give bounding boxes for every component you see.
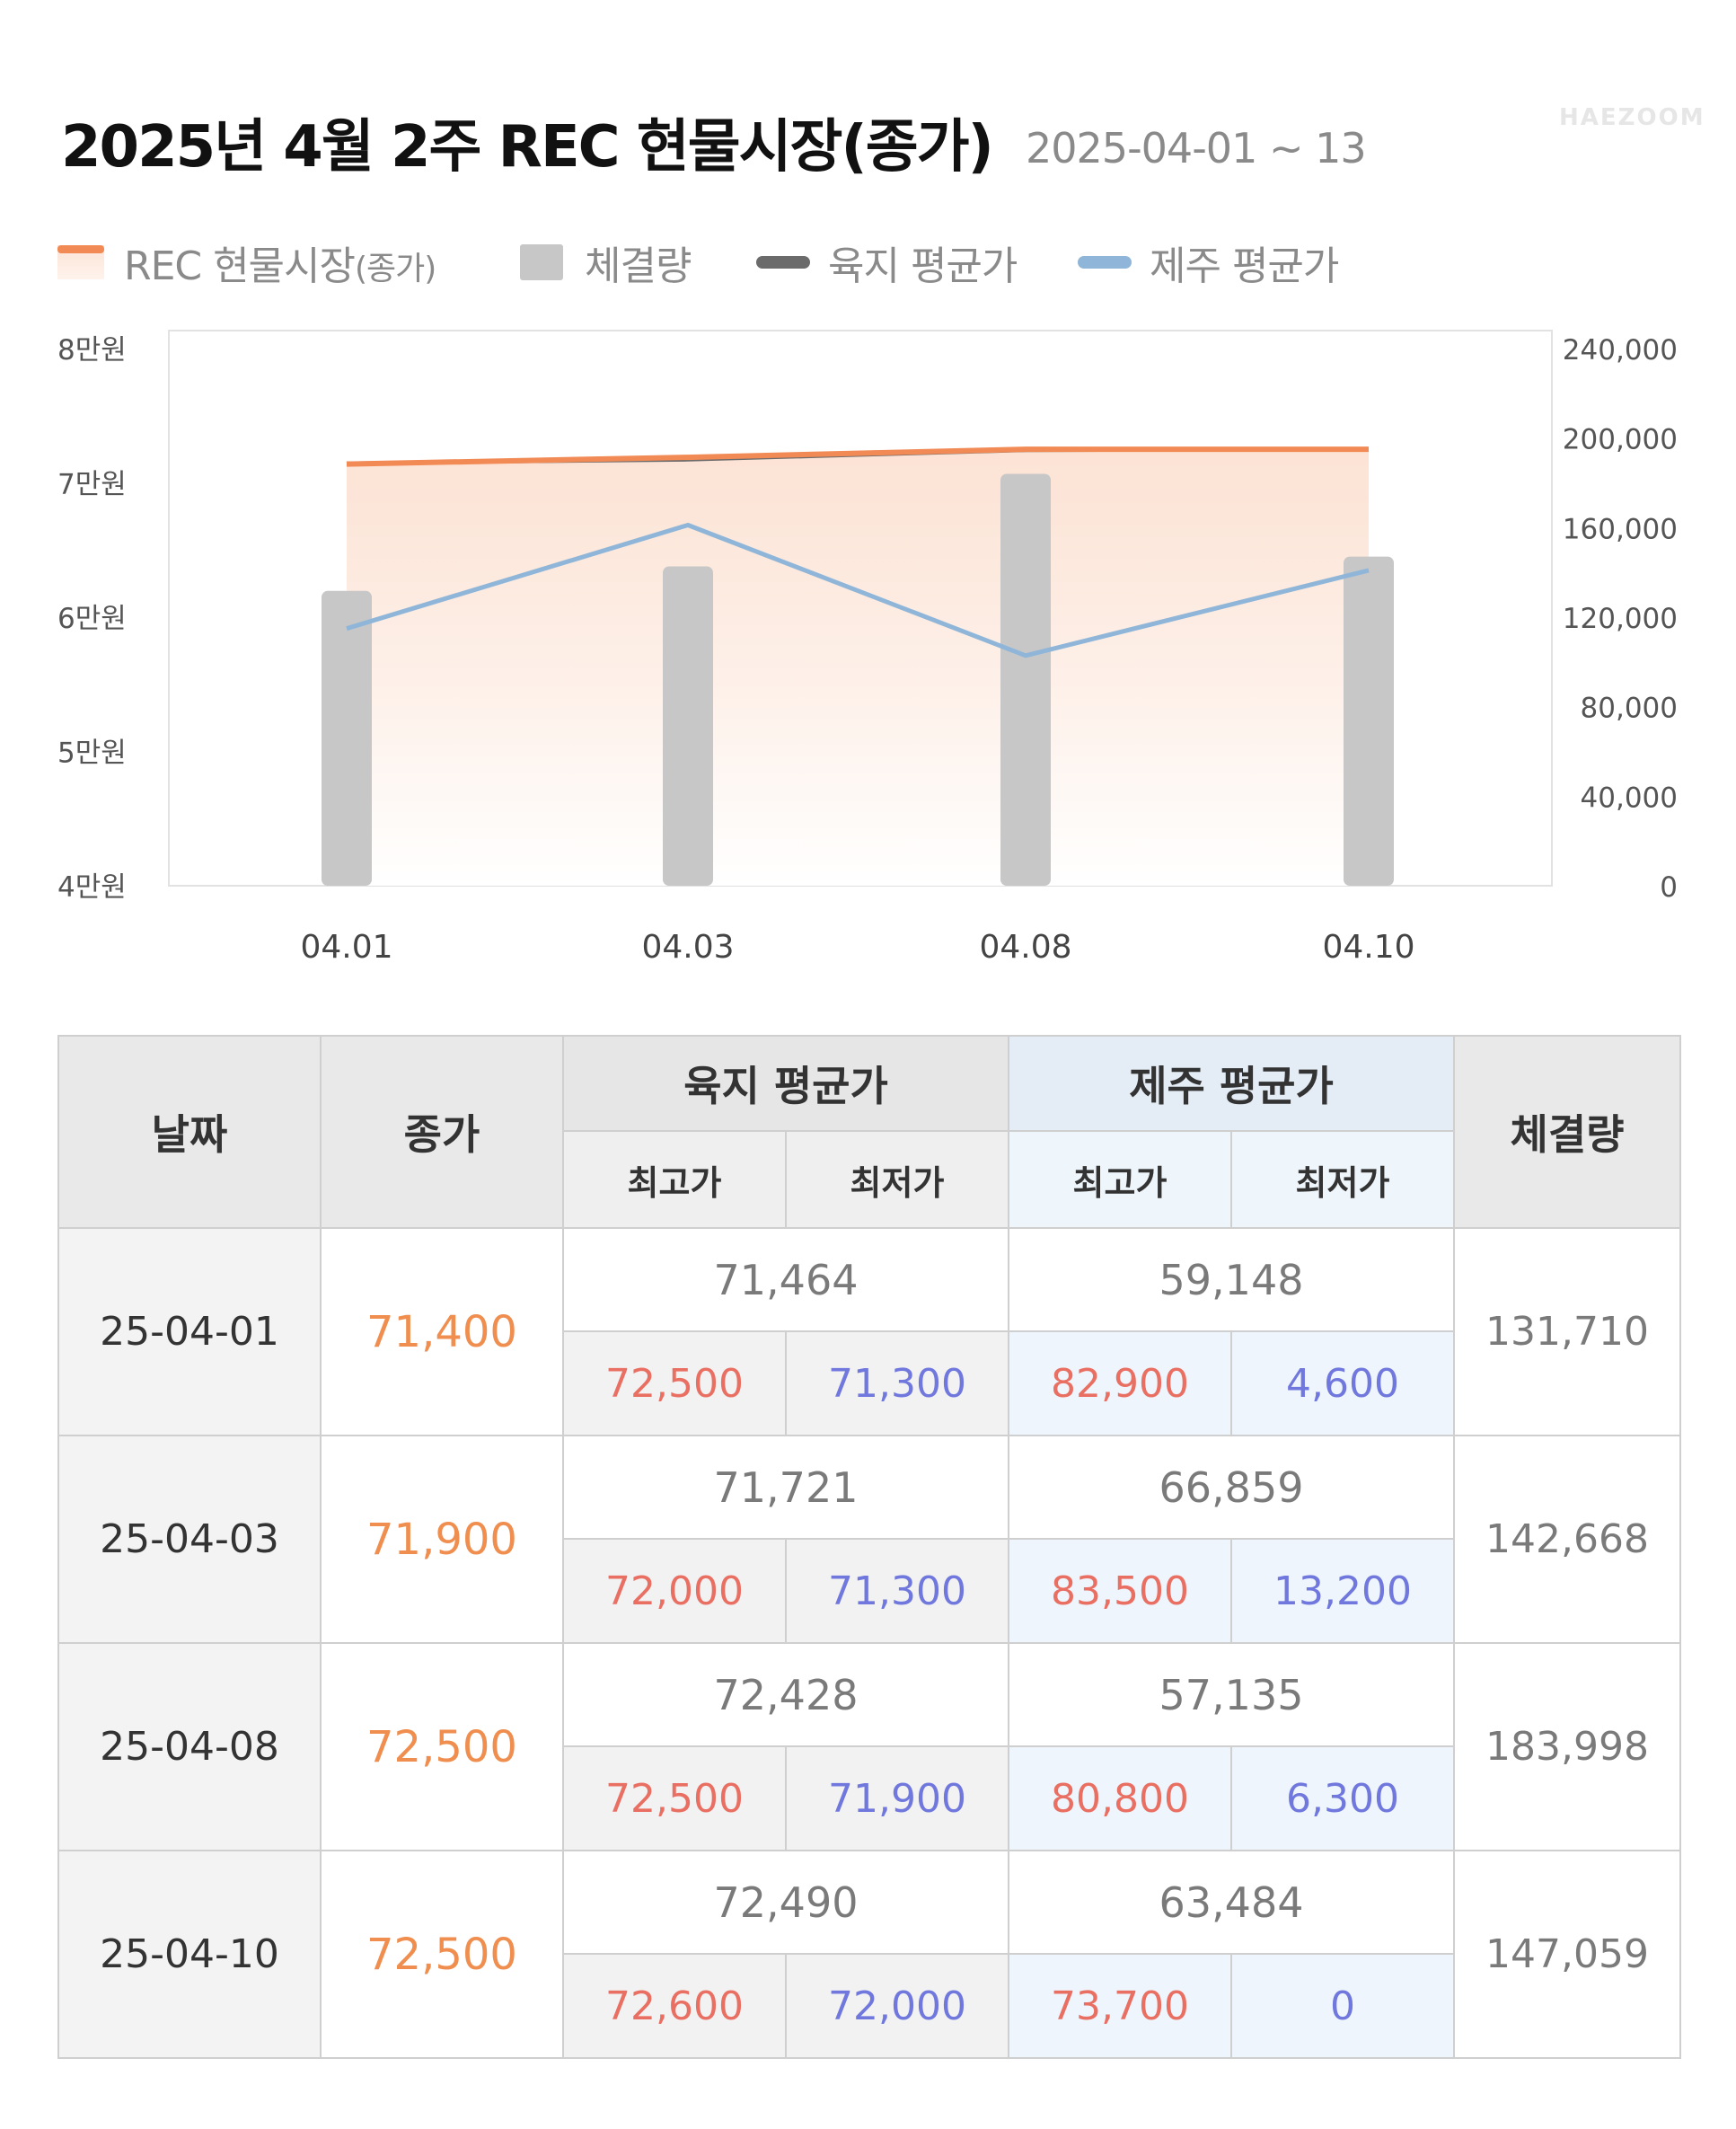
cell-land-avg: 71,721 bbox=[562, 1435, 1009, 1540]
jeju-avg-line bbox=[346, 523, 1370, 658]
left-axis-tick: 8만원 bbox=[57, 334, 127, 367]
rec-area bbox=[347, 449, 1369, 886]
combo-chart: 8만원 7만원 6만원 5만원 4만원 240,000 200,000 160,000 120,… bbox=[57, 330, 1678, 966]
cell-land-avg: 72,490 bbox=[562, 1850, 1009, 1955]
cell-jeju-avg: 57,135 bbox=[1008, 1642, 1455, 1747]
header-jeju-avg: 제주 평균가 bbox=[1008, 1035, 1455, 1132]
volume-bar bbox=[322, 590, 372, 886]
rec-area-swatch-icon bbox=[57, 245, 104, 279]
table-row-sub: 72,600 72,000 73,700 0 bbox=[58, 1953, 1680, 2059]
cell-jeju-high: 83,500 bbox=[1008, 1538, 1232, 1644]
legend-label-rec-suffix: (종가) bbox=[355, 251, 436, 287]
volume-bar bbox=[1000, 473, 1051, 886]
legend-item-rec: REC 현물시장(종가) bbox=[57, 235, 436, 289]
page-title: 2025년 4월 2주 REC 현물시장(종가) bbox=[61, 114, 994, 181]
cell-jeju-low: 4,600 bbox=[1230, 1330, 1455, 1436]
cell-jeju-high: 73,700 bbox=[1008, 1953, 1232, 2059]
legend-label-jeju: 제주 평균가 bbox=[1150, 243, 1339, 289]
cell-date: 25-04-03 bbox=[57, 1435, 322, 1644]
cell-jeju-low: 0 bbox=[1230, 1953, 1455, 2059]
x-axis-tick: 04.08 bbox=[979, 929, 1071, 966]
left-axis-tick: 4만원 bbox=[57, 871, 127, 904]
table-row: 25-04-08 72,500 72,428 57,135 183,998 bbox=[57, 1642, 1681, 1851]
cell-close: 71,400 bbox=[320, 1227, 564, 1436]
cell-date: 25-04-01 bbox=[57, 1227, 322, 1436]
header-land-low: 최저가 bbox=[785, 1130, 1009, 1229]
cell-jeju-avg: 66,859 bbox=[1008, 1435, 1455, 1540]
right-axis-tick: 40,000 bbox=[1581, 782, 1678, 814]
table-row-sub: 72,000 71,300 83,500 13,200 bbox=[58, 1538, 1680, 1644]
table-row-sub: 72,500 71,900 80,800 6,300 bbox=[58, 1745, 1680, 1851]
cell-volume: 147,059 bbox=[1453, 1850, 1681, 2059]
cell-jeju-high: 80,800 bbox=[1008, 1745, 1232, 1851]
cell-date: 25-04-10 bbox=[57, 1850, 322, 2059]
table-row: 25-04-01 71,400 71,464 59,148 131,710 bbox=[57, 1227, 1681, 1436]
cell-land-high: 72,600 bbox=[562, 1953, 787, 2059]
volume-bar bbox=[1344, 556, 1394, 886]
chart-legend: REC 현물시장(종가) 체결량 육지 평균가 제주 평균가 bbox=[57, 235, 1405, 289]
x-axis-tick: 04.10 bbox=[1322, 929, 1414, 966]
cell-jeju-low: 13,200 bbox=[1230, 1538, 1455, 1644]
cell-land-high: 72,500 bbox=[562, 1330, 787, 1436]
volume-bar-swatch-icon bbox=[520, 244, 563, 280]
x-axis-tick: 04.01 bbox=[300, 929, 392, 966]
right-axis-tick: 120,000 bbox=[1563, 603, 1678, 635]
cell-jeju-high: 82,900 bbox=[1008, 1330, 1232, 1436]
cell-volume: 183,998 bbox=[1453, 1642, 1681, 1851]
rec-close-line bbox=[346, 446, 1369, 467]
brand-watermark: HAEZOOM bbox=[1559, 104, 1705, 131]
header-jeju-high: 최고가 bbox=[1008, 1130, 1232, 1229]
cell-land-low: 71,300 bbox=[785, 1330, 1009, 1436]
table-row: 25-04-10 72,500 72,490 63,484 147,059 bbox=[57, 1850, 1681, 2059]
cell-date: 25-04-08 bbox=[57, 1642, 322, 1851]
header-land-high: 최고가 bbox=[562, 1130, 787, 1229]
cell-close: 72,500 bbox=[320, 1642, 564, 1851]
header-jeju-low: 최저가 bbox=[1230, 1130, 1455, 1229]
cell-land-avg: 72,428 bbox=[562, 1642, 1009, 1747]
cell-volume: 131,710 bbox=[1453, 1227, 1681, 1436]
land-line-swatch-icon bbox=[756, 256, 810, 269]
jeju-line-swatch-icon bbox=[1078, 256, 1132, 269]
cell-jeju-low: 6,300 bbox=[1230, 1745, 1455, 1851]
legend-item-land: 육지 평균가 bbox=[756, 235, 1018, 289]
right-axis-tick: 240,000 bbox=[1563, 334, 1678, 367]
left-axis-tick: 5만원 bbox=[57, 738, 127, 770]
cell-land-low: 71,900 bbox=[785, 1745, 1009, 1851]
legend-label-rec: REC 현물시장 bbox=[124, 243, 356, 289]
legend-item-volume: 체결량 bbox=[520, 235, 692, 289]
legend-item-jeju: 제주 평균가 bbox=[1078, 235, 1339, 289]
header-date: 날짜 bbox=[57, 1035, 322, 1229]
legend-label-volume: 체결량 bbox=[585, 243, 692, 289]
header-volume: 체결량 bbox=[1453, 1035, 1681, 1229]
cell-land-high: 72,000 bbox=[562, 1538, 787, 1644]
right-axis-tick: 80,000 bbox=[1581, 693, 1678, 725]
right-axis-tick: 0 bbox=[1660, 871, 1678, 904]
cell-land-high: 72,500 bbox=[562, 1745, 787, 1851]
date-range: 2025-04-01 ~ 13 bbox=[1026, 124, 1367, 172]
legend-label-land: 육지 평균가 bbox=[828, 243, 1018, 289]
table-row-sub: 72,500 71,300 82,900 4,600 bbox=[58, 1330, 1680, 1436]
left-axis-tick: 7만원 bbox=[57, 469, 127, 501]
cell-land-avg: 71,464 bbox=[562, 1227, 1009, 1332]
cell-close: 72,500 bbox=[320, 1850, 564, 2059]
cell-volume: 142,668 bbox=[1453, 1435, 1681, 1644]
cell-jeju-avg: 59,148 bbox=[1008, 1227, 1455, 1332]
right-axis-tick: 160,000 bbox=[1563, 513, 1678, 545]
left-axis-tick: 6만원 bbox=[57, 603, 127, 635]
right-axis-tick: 200,000 bbox=[1563, 424, 1678, 456]
cell-close: 71,900 bbox=[320, 1435, 564, 1644]
volume-bar bbox=[663, 566, 713, 886]
price-table: 날짜 종가 육지 평균가 제주 평균가 체결량 최고가 최저가 최고가 최저가 … bbox=[57, 1035, 1681, 2059]
header-land-avg: 육지 평균가 bbox=[562, 1035, 1009, 1132]
table-row: 25-04-03 71,900 71,721 66,859 142,668 bbox=[57, 1435, 1681, 1644]
x-axis-tick: 04.03 bbox=[641, 929, 734, 966]
cell-land-low: 72,000 bbox=[785, 1953, 1009, 2059]
cell-jeju-avg: 63,484 bbox=[1008, 1850, 1455, 1955]
cell-land-low: 71,300 bbox=[785, 1538, 1009, 1644]
header-close: 종가 bbox=[320, 1035, 564, 1229]
